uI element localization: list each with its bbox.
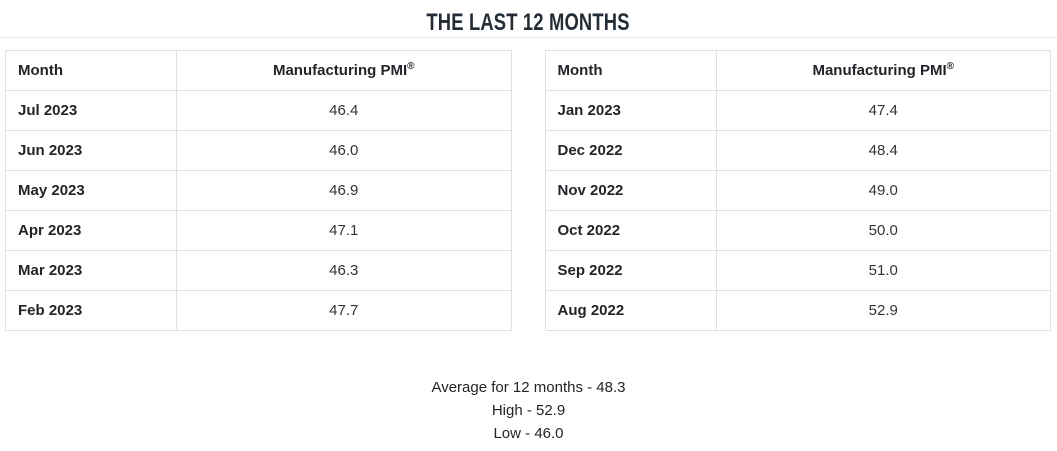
table-row: Oct 2022 50.0	[544, 210, 1051, 251]
pmi-value-cell: 47.7	[176, 290, 512, 331]
header-divider	[0, 37, 1057, 38]
pmi-value-cell: 47.1	[176, 210, 512, 251]
month-column-header: Month	[544, 50, 717, 91]
pmi-value-cell: 52.9	[715, 290, 1051, 331]
pmi-value-cell: 46.3	[176, 250, 512, 291]
table-row: Jul 2023 46.4	[5, 90, 512, 131]
registered-trademark-icon: ®	[407, 61, 415, 72]
month-column-header: Month	[5, 50, 177, 91]
month-cell: Nov 2022	[544, 170, 717, 211]
month-cell: Oct 2022	[544, 210, 717, 251]
table-row: Apr 2023 47.1	[5, 210, 512, 251]
summary-average: Average for 12 months - 48.3	[431, 379, 626, 396]
pmi-value-cell: 46.0	[176, 130, 512, 171]
table-row: Jun 2023 46.0	[5, 130, 512, 171]
table-row: Aug 2022 52.9	[544, 290, 1051, 331]
page-header: THE LAST 12 MONTHS	[0, 0, 1057, 37]
pmi-value-cell: 49.0	[715, 170, 1051, 211]
table-header-row: Month Manufacturing PMI®	[5, 50, 512, 91]
table-row: Sep 2022 51.0	[544, 250, 1051, 291]
registered-trademark-icon: ®	[946, 61, 955, 72]
table-row: Nov 2022 49.0	[544, 170, 1051, 211]
table-row: Dec 2022 48.4	[544, 130, 1051, 171]
pmi-header-label: Manufacturing PMI	[812, 62, 947, 79]
table-header-row: Month Manufacturing PMI®	[544, 50, 1051, 91]
pmi-column-header: Manufacturing PMI®	[176, 50, 512, 91]
pmi-table-right: Month Manufacturing PMI® Jan 2023 47.4 D…	[544, 50, 1052, 331]
pmi-value-cell: 47.4	[715, 90, 1051, 131]
month-cell: Aug 2022	[544, 290, 717, 331]
table-row: Feb 2023 47.7	[5, 290, 512, 331]
pmi-table-left: Month Manufacturing PMI® Jul 2023 46.4 J…	[5, 50, 512, 331]
pmi-value-cell: 51.0	[715, 250, 1051, 291]
month-cell: Jun 2023	[5, 130, 177, 171]
table-row: Mar 2023 46.3	[5, 250, 512, 291]
pmi-column-header: Manufacturing PMI®	[715, 50, 1051, 91]
table-row: Jan 2023 47.4	[544, 90, 1051, 131]
pmi-tables-container: Month Manufacturing PMI® Jul 2023 46.4 J…	[5, 50, 1051, 331]
summary-low: Low - 46.0	[493, 425, 564, 442]
month-cell: Apr 2023	[5, 210, 177, 251]
month-cell: Jul 2023	[5, 90, 177, 131]
page-title: THE LAST 12 MONTHS	[426, 8, 631, 36]
month-cell: Mar 2023	[5, 250, 177, 291]
month-cell: Sep 2022	[544, 250, 717, 291]
summary-high: High - 52.9	[491, 402, 566, 419]
pmi-value-cell: 46.9	[176, 170, 512, 211]
month-cell: Jan 2023	[544, 90, 717, 131]
summary-block: Average for 12 months - 48.3 High - 52.9…	[0, 376, 1057, 445]
pmi-header-label: Manufacturing PMI	[272, 62, 408, 79]
table-row: May 2023 46.9	[5, 170, 512, 211]
month-cell: Dec 2022	[544, 130, 717, 171]
pmi-value-cell: 50.0	[715, 210, 1051, 251]
month-cell: Feb 2023	[5, 290, 177, 331]
pmi-value-cell: 48.4	[715, 130, 1051, 171]
month-cell: May 2023	[5, 170, 177, 211]
pmi-value-cell: 46.4	[176, 90, 512, 131]
